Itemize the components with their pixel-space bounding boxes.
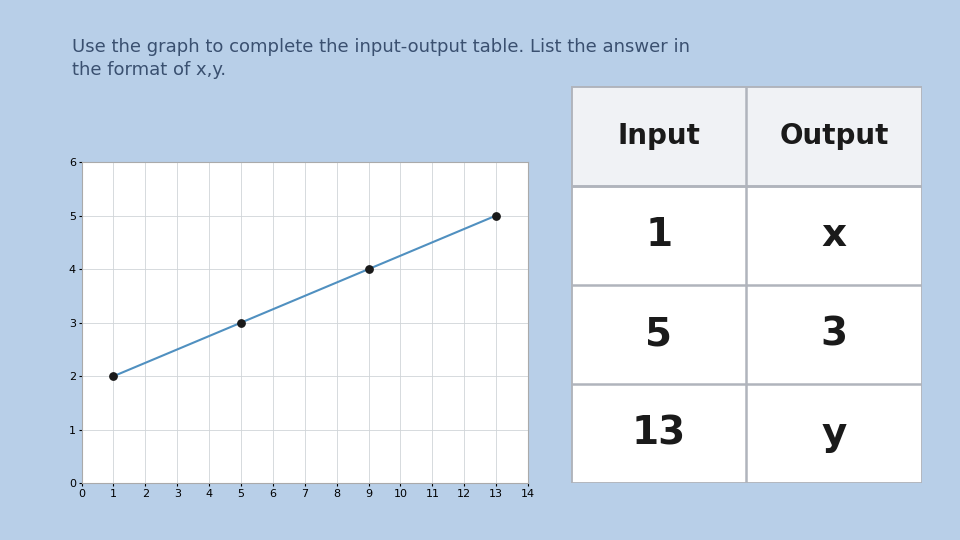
Point [361,265,376,273]
Point [233,319,249,327]
Point [106,372,121,381]
Text: Output: Output [780,122,889,150]
Text: x: x [822,216,847,254]
Text: 3: 3 [821,315,848,354]
Bar [571,86,922,186]
Text: y: y [822,415,847,453]
Text: Use the graph to complete the input-output table. List the answer in
the format : Use the graph to complete the input-outp… [72,38,690,79]
Point [489,211,504,220]
Text: 13: 13 [632,415,686,453]
Text: 1: 1 [645,216,672,254]
Text: 5: 5 [645,315,672,354]
Text: Input: Input [617,122,700,150]
